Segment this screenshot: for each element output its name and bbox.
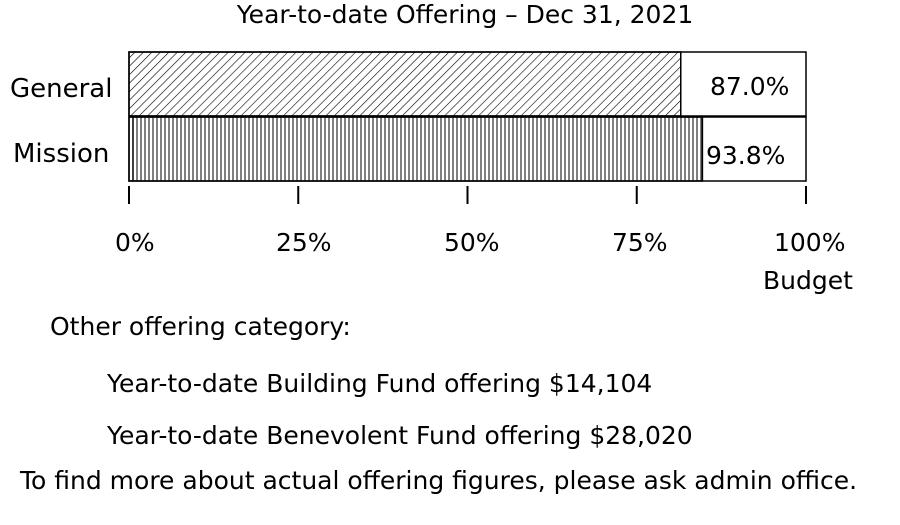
note-benevolent-fund: Year-to-date Benevolent Fund offering $2… bbox=[107, 421, 693, 450]
x-tick-label-100: 100% bbox=[774, 228, 846, 257]
footer-note: To find more about actual offering figur… bbox=[20, 466, 858, 495]
data-label-mission: 93.8% bbox=[706, 141, 786, 170]
x-axis-label: Budget bbox=[763, 266, 853, 295]
bar-mission bbox=[128, 116, 704, 182]
category-label-mission: Mission bbox=[13, 139, 110, 169]
note-building-fund: Year-to-date Building Fund offering $14,… bbox=[107, 369, 653, 398]
bars-layer bbox=[128, 51, 807, 182]
bar-general bbox=[128, 51, 682, 117]
x-axis bbox=[128, 186, 807, 204]
chart bbox=[128, 51, 807, 204]
data-label-general: 87.0% bbox=[710, 72, 790, 101]
x-tick-label-50: 50% bbox=[444, 228, 500, 257]
chart-title: Year-to-date Offering – Dec 31, 2021 bbox=[236, 0, 694, 29]
x-tick-label-25: 25% bbox=[276, 228, 332, 257]
category-label-general: General bbox=[10, 74, 113, 104]
x-tick-label-0: 0% bbox=[115, 228, 155, 257]
x-tick-label-75: 75% bbox=[612, 228, 668, 257]
notes-heading: Other offering category: bbox=[50, 312, 351, 341]
